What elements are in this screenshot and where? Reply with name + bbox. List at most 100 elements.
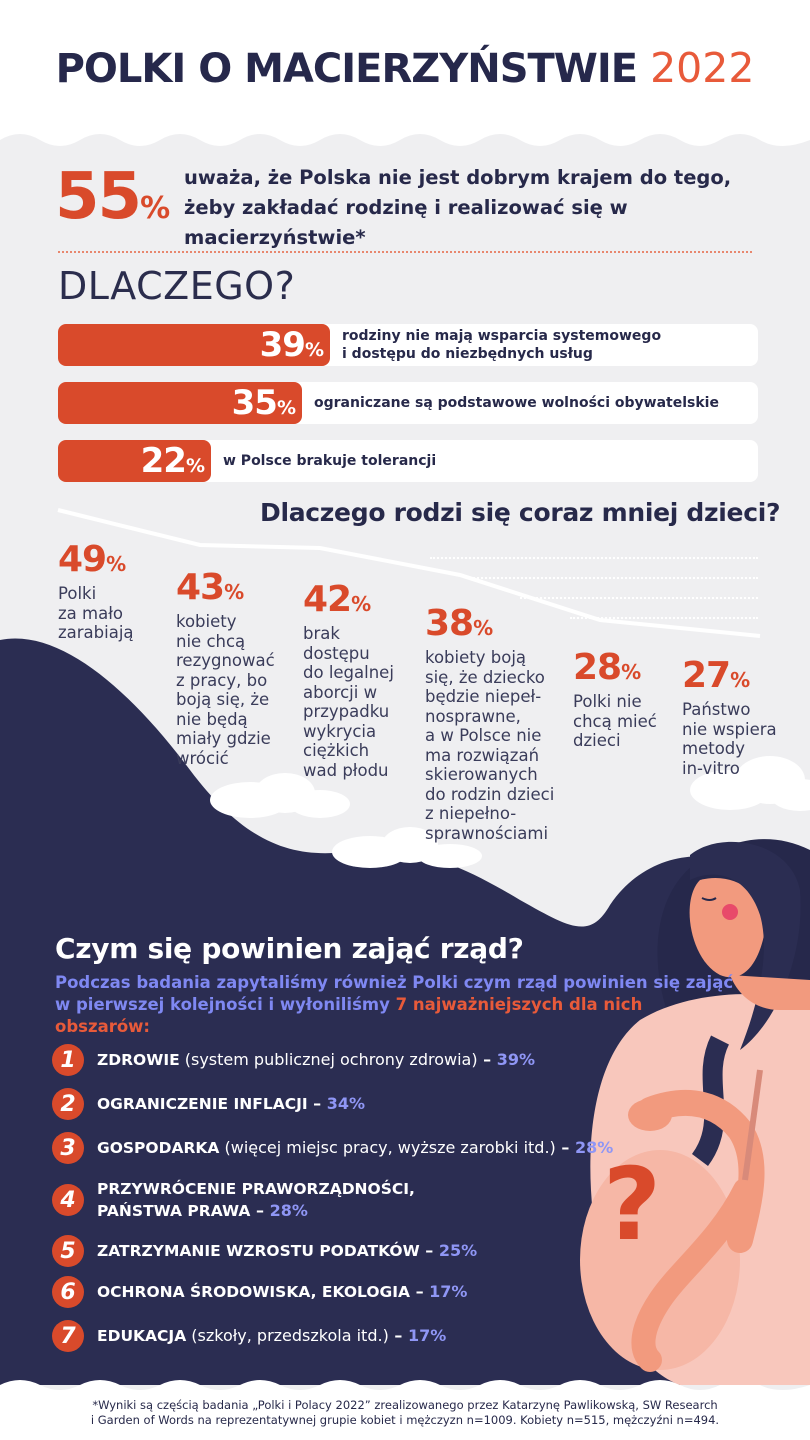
- priority-detail: (szkoły, przedszkola itd.): [186, 1326, 389, 1345]
- priority-number: 2: [52, 1088, 84, 1120]
- why-bar-unit: %: [304, 339, 324, 361]
- priority-item: 4 PRZYWRÓCENIE PRAWORZĄDNOŚCI, PAŃSTWA PRA…: [52, 1178, 415, 1222]
- priority-percentage: 28%: [269, 1201, 308, 1220]
- stat-description: Polki za mało zarabiają: [58, 584, 134, 642]
- grid-line: [470, 577, 758, 579]
- priority-number: 1: [52, 1044, 84, 1076]
- priority-item: 1 ZDROWIE (system publicznej ochrony zdro…: [52, 1044, 535, 1076]
- why-bar-value: 35: [231, 383, 278, 423]
- stat-number: 27: [682, 655, 731, 696]
- priority-item: 6 OCHRONA ŚRODOWISKA, EKOLOGIA – 17%: [52, 1276, 467, 1308]
- priority-item: 7 EDUKACJA (szkoły, przedszkola itd.) – 1…: [52, 1320, 446, 1352]
- title-text: POLKI O MACIERZYŃSTWIE: [55, 46, 639, 92]
- priority-dash: –: [555, 1138, 575, 1157]
- stat-number: 38: [425, 603, 474, 644]
- priority-dash: –: [419, 1241, 439, 1260]
- priority-number: 4: [52, 1184, 84, 1216]
- pregnant-woman-illustration: [580, 839, 810, 1385]
- headline-text: uważa, że Polska nie jest dobrym krajem …: [184, 166, 732, 249]
- priority-number: 5: [52, 1235, 84, 1267]
- divider: [58, 251, 752, 253]
- priority-item: 5 ZATRZYMANIE WZROSTU PODATKÓW – 25%: [52, 1235, 477, 1267]
- priority-dash: –: [307, 1094, 327, 1113]
- why-bar-unit: %: [276, 397, 296, 419]
- headline-unit: %: [140, 191, 171, 226]
- trend-line: [57, 508, 761, 638]
- priority-percentage: 39%: [496, 1050, 536, 1069]
- stat-number: 28: [573, 647, 622, 688]
- stat-description: Polki nie chcą mieć dzieci: [573, 692, 657, 750]
- stat-description: kobiety nie chcą rezygnować z pracy, bo …: [176, 612, 275, 768]
- stat-value: 42%: [303, 580, 394, 624]
- priority-label: ZDROWIE: [97, 1051, 180, 1069]
- priority-dash: –: [250, 1201, 270, 1220]
- priority-dash: –: [477, 1050, 497, 1069]
- priority-label: EDUKACJA: [97, 1327, 187, 1345]
- priority-label: OCHRONA ŚRODOWISKA, EKOLOGIA: [97, 1283, 410, 1301]
- priority-label: GOSPODARKA: [97, 1139, 220, 1157]
- why-bar-row: 39% rodziny nie mają wsparcia systemowego…: [58, 324, 758, 366]
- why-bar-row: 35% ograniczane są podstawowe wolności ob…: [58, 382, 758, 424]
- why-bar-unit: %: [185, 455, 205, 477]
- stat-unit: %: [621, 660, 642, 684]
- priority-label: OGRANICZENIE INFLACJI: [97, 1095, 308, 1113]
- stat-item: 42% brak dostępu do legalnej aborcji w pr…: [303, 580, 394, 780]
- priority-item: 3 GOSPODARKA (więcej miejsc pracy, wyższe…: [52, 1132, 613, 1164]
- priority-dash: –: [388, 1326, 408, 1345]
- priority-percentage: 17%: [429, 1282, 468, 1301]
- priority-percentage: 28%: [574, 1138, 614, 1157]
- priority-text: ZATRZYMANIE WZROSTU PODATKÓW – 25%: [97, 1240, 477, 1262]
- stat-unit: %: [224, 580, 245, 604]
- stat-value: 27%: [682, 656, 777, 700]
- priority-text: PRZYWRÓCENIE PRAWORZĄDNOŚCI, PAŃSTWA PRAW…: [97, 1178, 415, 1222]
- headline-value: 55: [55, 160, 142, 234]
- government-intro-accent: 7 najważniejszych dla nich obszarów:: [55, 995, 643, 1036]
- why-bar-fill: 35%: [58, 382, 302, 424]
- footnote-line-1: *Wyniki są częścią badania „Polki i Pola…: [92, 1398, 718, 1412]
- priority-label-line-2: PAŃSTWA PRAWA: [97, 1202, 251, 1220]
- headline-percentage: 55%: [55, 160, 170, 234]
- title-year: 2022: [650, 44, 755, 92]
- priority-text: OGRANICZENIE INFLACJI – 34%: [97, 1093, 365, 1115]
- fewer-children-heading: Dlaczego rodzi się coraz mniej dzieci?: [260, 498, 781, 527]
- stat-unit: %: [351, 592, 372, 616]
- stat-item: 49% Polki za mało zarabiają: [58, 540, 134, 643]
- why-bar-label: rodziny nie mają wsparcia systemowego i …: [342, 328, 662, 362]
- priority-detail: (system publicznej ochrony zdrowia): [179, 1050, 478, 1069]
- stat-value: 43%: [176, 568, 275, 612]
- priority-percentage: 25%: [438, 1241, 478, 1260]
- footnote: *Wyniki są częścią badania „Polki i Pola…: [0, 1398, 810, 1428]
- stat-value: 49%: [58, 540, 134, 584]
- priority-text: ZDROWIE (system publicznej ochrony zdrow…: [97, 1049, 535, 1071]
- stat-unit: %: [473, 616, 494, 640]
- priority-detail: (więcej miejsc pracy, wyższe zarobki itd…: [219, 1138, 556, 1157]
- government-heading: Czym się powinien zająć rząd?: [55, 932, 524, 965]
- priority-dash: –: [410, 1282, 430, 1301]
- why-bar-label: w Polsce brakuje tolerancji: [223, 453, 437, 469]
- priority-item: 2 OGRANICZENIE INFLACJI – 34%: [52, 1088, 365, 1120]
- clouds: [210, 756, 810, 868]
- stat-unit: %: [730, 668, 751, 692]
- why-bar-fill: 22%: [58, 440, 211, 482]
- why-bar-label: ograniczane są podstawowe wolności obywa…: [314, 395, 719, 411]
- priority-number: 6: [52, 1276, 84, 1308]
- priority-text: OCHRONA ŚRODOWISKA, EKOLOGIA – 17%: [97, 1281, 467, 1303]
- question-mark-icon: ?: [603, 1146, 662, 1263]
- stat-number: 43: [176, 567, 225, 608]
- priority-number: 3: [52, 1132, 84, 1164]
- priority-label: PRZYWRÓCENIE PRAWORZĄDNOŚCI,: [97, 1180, 415, 1198]
- why-bar-value: 22: [140, 441, 187, 481]
- grid-line: [570, 617, 758, 619]
- stat-item: 28% Polki nie chcą mieć dzieci: [573, 648, 657, 751]
- stat-number: 42: [303, 579, 352, 620]
- why-bar-value: 39: [259, 325, 306, 365]
- stat-value: 28%: [573, 648, 657, 692]
- government-intro-text: Podczas badania zapytaliśmy również Polk…: [55, 973, 734, 1014]
- priority-text: GOSPODARKA (więcej miejsc pracy, wyższe …: [97, 1137, 613, 1159]
- stat-description: brak dostępu do legalnej aborcji w przyp…: [303, 624, 394, 780]
- why-heading: DLACZEGO?: [58, 264, 296, 308]
- priority-label: ZATRZYMANIE WZROSTU PODATKÓW: [97, 1242, 420, 1260]
- page-title: POLKI O MACIERZYŃSTWIE 2022: [0, 44, 810, 92]
- priority-percentage: 34%: [326, 1094, 366, 1113]
